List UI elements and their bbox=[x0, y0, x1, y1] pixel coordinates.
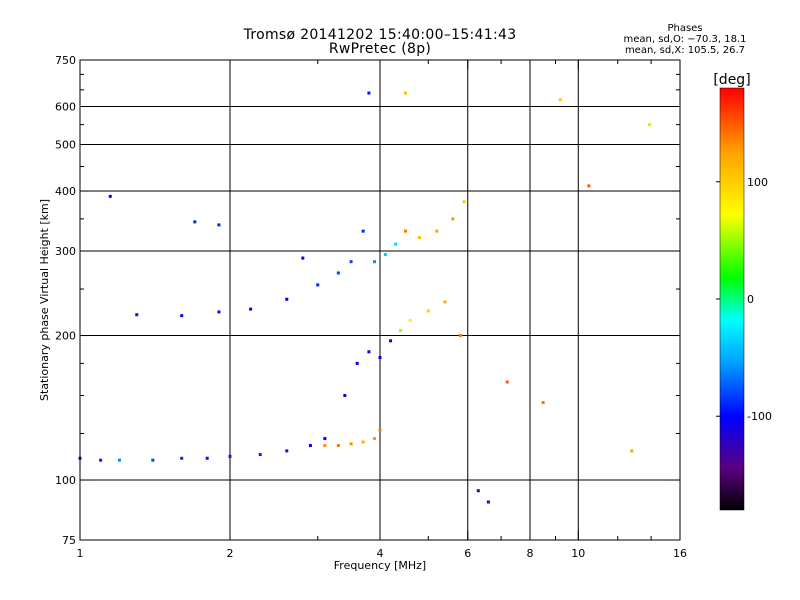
chart-subtitle: RwPretec (8p) bbox=[328, 41, 432, 57]
data-point bbox=[394, 242, 398, 246]
y-tick-label: 200 bbox=[55, 330, 76, 343]
data-point bbox=[308, 444, 312, 448]
data-point bbox=[349, 442, 353, 446]
data-point bbox=[301, 256, 305, 260]
phase-stats: Phases mean, sd,O: −70.3, 18.1 mean, sd,… bbox=[590, 23, 780, 56]
data-point bbox=[349, 260, 353, 264]
data-point bbox=[373, 260, 377, 264]
data-point bbox=[316, 283, 320, 287]
data-point bbox=[193, 220, 197, 224]
data-point bbox=[367, 350, 371, 354]
phase-stats-o-mode: mean, sd,O: −70.3, 18.1 bbox=[623, 34, 747, 45]
phase-stats-heading: Phases bbox=[667, 23, 703, 34]
data-point bbox=[462, 200, 466, 204]
data-point bbox=[99, 458, 103, 462]
data-point bbox=[323, 437, 327, 441]
colorbar-label: [deg] bbox=[713, 72, 750, 88]
data-point bbox=[378, 355, 382, 359]
data-point bbox=[451, 217, 455, 221]
data-point bbox=[180, 314, 184, 318]
data-point bbox=[117, 458, 121, 462]
data-point bbox=[417, 236, 421, 240]
data-point bbox=[249, 307, 253, 311]
data-point bbox=[558, 98, 562, 102]
x-tick-label: 8 bbox=[527, 547, 534, 560]
data-point bbox=[630, 449, 634, 453]
data-point bbox=[151, 458, 155, 462]
data-point bbox=[323, 444, 327, 448]
y-tick-label: 500 bbox=[55, 139, 76, 152]
data-point bbox=[408, 318, 412, 322]
x-tick-label: 4 bbox=[377, 547, 384, 560]
colorbar-tick-label: 100 bbox=[747, 176, 768, 189]
data-point bbox=[541, 401, 545, 405]
y-axis-label: Stationary phase Virtual Height [km] bbox=[38, 199, 51, 401]
data-point bbox=[486, 500, 490, 504]
data-point bbox=[648, 123, 652, 127]
data-point bbox=[361, 229, 365, 233]
data-point bbox=[361, 440, 365, 444]
data-point bbox=[258, 453, 262, 457]
data-point bbox=[426, 309, 430, 313]
data-point bbox=[378, 428, 382, 432]
y-tick-label: 100 bbox=[55, 474, 76, 487]
data-point bbox=[285, 449, 289, 453]
data-point bbox=[217, 223, 221, 227]
data-point bbox=[343, 394, 347, 398]
x-tick-label: 1 bbox=[77, 547, 84, 560]
data-point bbox=[355, 361, 359, 365]
data-point bbox=[443, 300, 447, 304]
colorbar bbox=[719, 87, 745, 511]
x-tick-label: 10 bbox=[571, 547, 585, 560]
data-point bbox=[205, 456, 209, 460]
data-point bbox=[587, 184, 591, 188]
data-point bbox=[336, 444, 340, 448]
x-tick-label: 16 bbox=[673, 547, 687, 560]
data-point bbox=[435, 229, 439, 233]
data-point bbox=[505, 380, 509, 384]
x-tick-label: 2 bbox=[227, 547, 234, 560]
data-point bbox=[135, 313, 139, 317]
data-point bbox=[367, 91, 371, 95]
chart-title: Tromsø 20141202 15:40:00–15:41:43 bbox=[243, 27, 517, 43]
y-tick-label: 75 bbox=[62, 534, 76, 547]
data-point bbox=[180, 456, 184, 460]
data-point bbox=[373, 437, 377, 441]
data-point bbox=[217, 310, 221, 314]
data-point bbox=[399, 328, 403, 332]
data-point bbox=[476, 489, 480, 493]
data-point bbox=[108, 194, 112, 198]
data-point bbox=[228, 454, 232, 458]
data-point bbox=[458, 334, 462, 338]
colorbar-tick-label: 0 bbox=[747, 293, 754, 306]
x-tick-label: 6 bbox=[464, 547, 471, 560]
data-point bbox=[403, 229, 407, 233]
y-tick-label: 750 bbox=[55, 54, 76, 67]
x-axis-label: Frequency [MHz] bbox=[334, 559, 426, 572]
colorbar-tick-label: -100 bbox=[747, 410, 772, 423]
y-tick-label: 400 bbox=[55, 185, 76, 198]
data-point bbox=[336, 271, 340, 275]
data-point bbox=[403, 91, 407, 95]
y-tick-label: 300 bbox=[55, 245, 76, 258]
data-point bbox=[285, 297, 289, 301]
data-point bbox=[389, 339, 393, 343]
data-point bbox=[383, 253, 387, 257]
phase-stats-x-mode: mean, sd,X: 105.5, 26.7 bbox=[624, 45, 746, 56]
y-tick-label: 600 bbox=[55, 101, 76, 114]
